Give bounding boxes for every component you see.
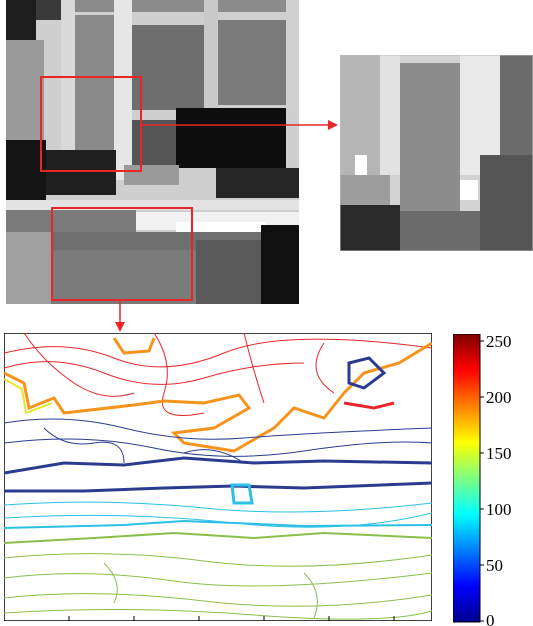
highlight-box-upper [40, 76, 142, 172]
colorbar-gradient [453, 334, 481, 623]
zoomed-depth-image [340, 55, 533, 251]
colorbar-tick-100: 100 [486, 500, 512, 519]
colorbar-tick-150: 150 [486, 444, 512, 463]
colorbar-tick-200: 200 [486, 388, 512, 407]
depth-map-image [6, 0, 299, 304]
colorbar: 250 200 150 100 50 0 [453, 334, 512, 626]
contour-plot [4, 333, 432, 621]
colorbar-tick-0: 0 [486, 611, 495, 626]
highlight-box-lower [51, 207, 193, 301]
colorbar-tick-250: 250 [486, 334, 512, 351]
colorbar-tick-50: 50 [486, 556, 503, 575]
